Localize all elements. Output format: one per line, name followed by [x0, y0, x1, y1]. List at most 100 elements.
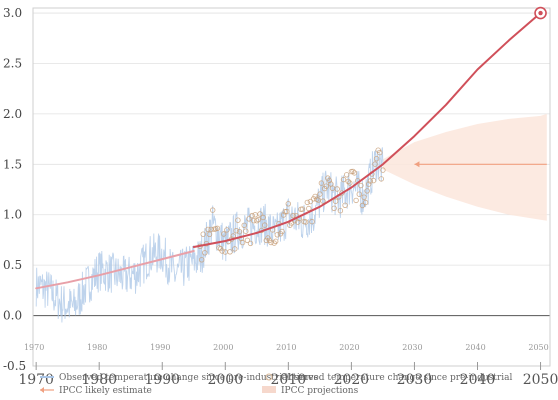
observed-point	[326, 177, 332, 184]
observed-point	[280, 212, 287, 218]
observed-point	[380, 167, 386, 173]
legend-label: Observed temperature change since pre-in…	[281, 373, 512, 383]
observed-point	[367, 178, 373, 184]
x-tick-label: 2020	[334, 372, 370, 388]
observed-point	[306, 205, 312, 212]
observed-point	[260, 214, 266, 221]
y-tick-label: 0.0	[3, 309, 22, 323]
x-minor-tick-label: 2010	[276, 343, 296, 352]
legend-swatch	[265, 373, 273, 381]
ipcc-projection-band	[382, 113, 547, 221]
x-minor-tick-label: 2000	[213, 343, 233, 352]
annotations	[534, 6, 547, 20]
observed-point	[220, 231, 227, 237]
observed-point	[255, 216, 262, 223]
x-minor-tick-label: 1980	[87, 343, 107, 352]
observed-point	[247, 240, 254, 247]
x-tick-label: 2040	[460, 372, 496, 388]
observed-point	[347, 180, 353, 186]
observed-point	[370, 177, 377, 184]
axes: -0.5 0.0 0.5 1.0 1.5 2.0 2.5 3.0 1970 1970 1980 198…	[3, 6, 558, 388]
observed-point	[378, 176, 384, 182]
y-tick-label: 2.0	[3, 107, 22, 121]
observed-point	[332, 198, 339, 204]
observed-point	[200, 231, 206, 237]
observed-point	[241, 222, 247, 228]
observed-point	[244, 237, 251, 243]
observed-point	[303, 219, 309, 225]
x-tick-label: 1970	[18, 372, 54, 388]
legend-label: IPCC likely estimate	[59, 386, 152, 396]
observed-point	[235, 217, 241, 223]
observed-point	[233, 227, 239, 234]
observed-point	[254, 217, 260, 224]
observed-point	[205, 226, 211, 233]
observed-point	[362, 199, 369, 206]
observed-point	[236, 228, 243, 235]
observed-point	[209, 207, 216, 213]
observed-point	[318, 180, 325, 186]
observed-point	[279, 228, 285, 235]
legend: Observed temperature change since pre-in…	[40, 373, 512, 396]
x-minor-tick-label: 2020	[339, 343, 359, 352]
x-minor-tick-label: 1990	[150, 343, 170, 352]
observed-point	[243, 228, 249, 234]
legend-label: Observed temperature change since pre-in…	[59, 373, 319, 383]
observed-point	[323, 183, 329, 189]
x-tick-label: 1980	[81, 372, 117, 388]
observed-point	[239, 239, 246, 246]
trend-line	[35, 250, 195, 290]
x-minor-tick-label: 1970	[24, 343, 44, 352]
observed-point	[232, 246, 238, 252]
observed-point	[214, 225, 221, 231]
observed-point	[224, 227, 230, 233]
observed-point	[337, 207, 344, 214]
observed-point	[356, 191, 362, 197]
observed-point	[285, 201, 291, 207]
ipcc-likely-estimate-arrowhead	[414, 161, 420, 168]
observed-point	[202, 250, 208, 256]
observed-point	[351, 170, 358, 176]
series	[35, 12, 547, 323]
observed-point	[257, 211, 263, 217]
observed-point	[334, 186, 340, 192]
x-minor-tick-label: 2030	[402, 343, 422, 352]
observed-point	[358, 182, 364, 189]
x-minor-tick-label: 2050	[528, 343, 548, 352]
observed-point	[366, 181, 372, 187]
observed-point	[206, 231, 213, 237]
y-tick-label: 3.0	[3, 6, 22, 20]
legend-swatch-arrowhead	[40, 387, 44, 393]
observed-point	[273, 238, 279, 244]
observed-point	[274, 232, 280, 238]
observed-point	[342, 202, 348, 208]
observed-point	[290, 212, 296, 219]
x-tick-label: 1990	[144, 372, 180, 388]
observed-point	[309, 218, 315, 225]
trend-line	[192, 12, 542, 248]
x-minor-tick-label: 2040	[465, 343, 485, 352]
observed-point	[373, 155, 380, 162]
plot-frame	[32, 7, 551, 367]
x-tick-label: 2010	[271, 372, 307, 388]
projection-band	[382, 113, 547, 221]
observed-point	[307, 198, 314, 205]
y-tick-label: 1.5	[3, 157, 22, 171]
observed-point	[219, 248, 225, 254]
observed-point	[345, 178, 351, 185]
observed-point	[198, 257, 205, 263]
observed-point	[299, 206, 306, 212]
y-tick-label: 2.5	[3, 56, 22, 70]
observed-point	[364, 188, 370, 194]
observed-point	[353, 197, 359, 204]
observed-point	[359, 202, 366, 209]
observed-point	[304, 199, 310, 206]
observed-point	[350, 168, 356, 175]
y-tick-label: 0.5	[3, 258, 22, 272]
observed-point	[227, 249, 233, 255]
observed-point	[320, 198, 326, 204]
observed-point	[372, 161, 378, 167]
x-tick-label: 2030	[397, 372, 433, 388]
observed-point	[246, 216, 252, 222]
